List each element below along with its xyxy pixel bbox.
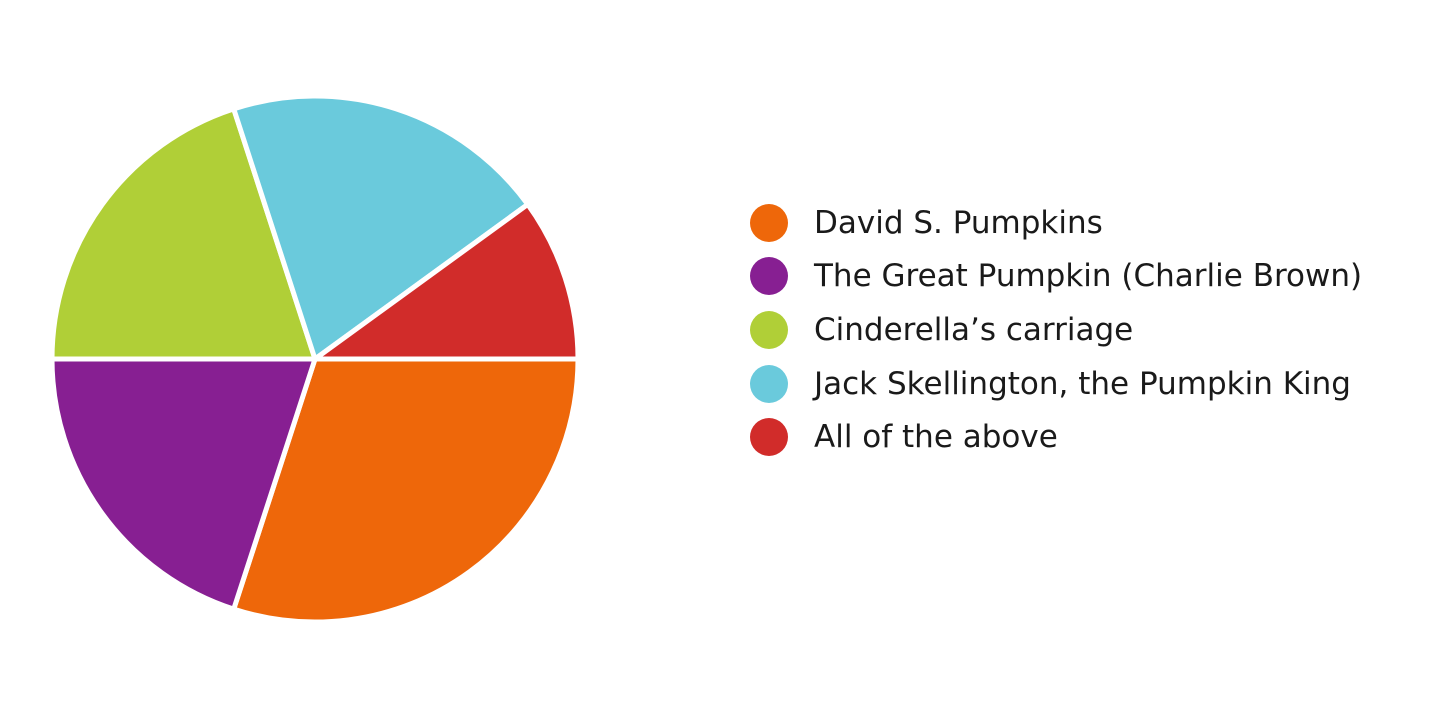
legend-item-david-s-pumpkins: David S. Pumpkins (750, 196, 1362, 250)
legend-label: The Great Pumpkin (Charlie Brown) (814, 258, 1363, 295)
legend-item-all-of-the-above: All of the above (750, 410, 1362, 464)
pie-chart (49, 93, 581, 625)
legend-swatch (750, 257, 788, 296)
pie-slice-jack-skellington-the-pumpkin-king (231, 93, 531, 362)
legend-label: Cinderella’s carriage (814, 311, 1134, 348)
pie-slice-all-of-the-above (312, 201, 581, 362)
pie-slice-the-great-pumpkin-charlie-brown (49, 356, 318, 612)
legend-item-jack-skellington: Jack Skellington, the Pumpkin King (750, 357, 1362, 411)
pie-slice-david-s-pumpkins (231, 356, 581, 625)
pie-slice-cinderella-s-carriage (49, 106, 318, 362)
legend-label: David S. Pumpkins (814, 204, 1103, 241)
legend-label: All of the above (814, 419, 1058, 456)
legend-swatch (750, 364, 788, 403)
legend: David S. Pumpkins The Great Pumpkin (Cha… (750, 196, 1362, 464)
legend-label: Jack Skellington, the Pumpkin King (814, 365, 1351, 402)
legend-item-cinderellas-carriage: Cinderella’s carriage (750, 303, 1362, 357)
legend-swatch (750, 203, 788, 242)
legend-swatch (750, 418, 788, 457)
legend-swatch (750, 310, 788, 349)
legend-item-the-great-pumpkin: The Great Pumpkin (Charlie Brown) (750, 250, 1362, 304)
